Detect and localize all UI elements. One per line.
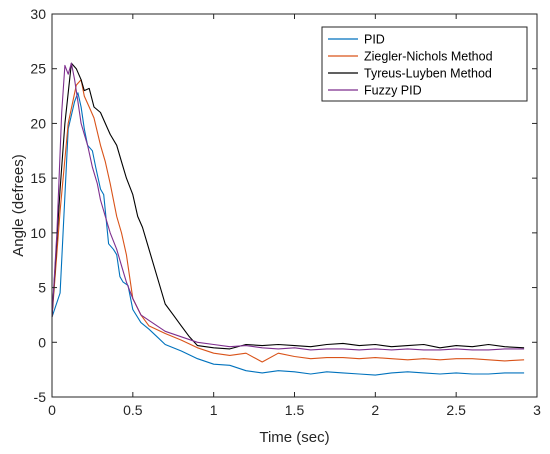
x-tick-label: 0.5: [123, 402, 143, 418]
legend-entry-label: Fuzzy PID: [364, 84, 422, 98]
legend-entry-label: PID: [364, 33, 385, 47]
series-layer: [51, 62, 525, 376]
legend-entry-label: Ziegler-Nichols Method: [364, 50, 493, 64]
y-tick-label: 5: [38, 280, 46, 296]
x-tick-label: 0: [48, 402, 56, 418]
y-tick-label: 10: [30, 225, 46, 241]
y-tick-label: 0: [38, 334, 46, 350]
y-tick-label: 20: [30, 115, 46, 131]
x-axis-label: Time (sec): [259, 429, 329, 446]
y-tick-label: 15: [30, 170, 46, 186]
series-line-pid: [51, 92, 525, 376]
series-line-ziegler-nichols-method: [51, 79, 525, 363]
y-tick-label: -5: [34, 389, 47, 405]
y-tick-label: 30: [30, 6, 46, 22]
series-line-fuzzy-pid: [51, 62, 525, 351]
series-line-tyreus-luyben-method: [51, 62, 525, 350]
legend: PID Ziegler-Nichols Method Tyreus-Luyben M…: [321, 26, 528, 102]
x-tick-label: 3: [533, 402, 541, 418]
x-tick-label: 2: [371, 402, 379, 418]
y-tick-label: 25: [30, 61, 46, 77]
x-tick-label: 2.5: [446, 402, 466, 418]
x-tick-label: 1.5: [285, 402, 305, 418]
x-tick-label: 1: [210, 402, 218, 418]
legend-entry-label: Tyreus-Luyben Method: [364, 67, 492, 81]
y-axis-label: Angle (defrees): [10, 154, 27, 257]
